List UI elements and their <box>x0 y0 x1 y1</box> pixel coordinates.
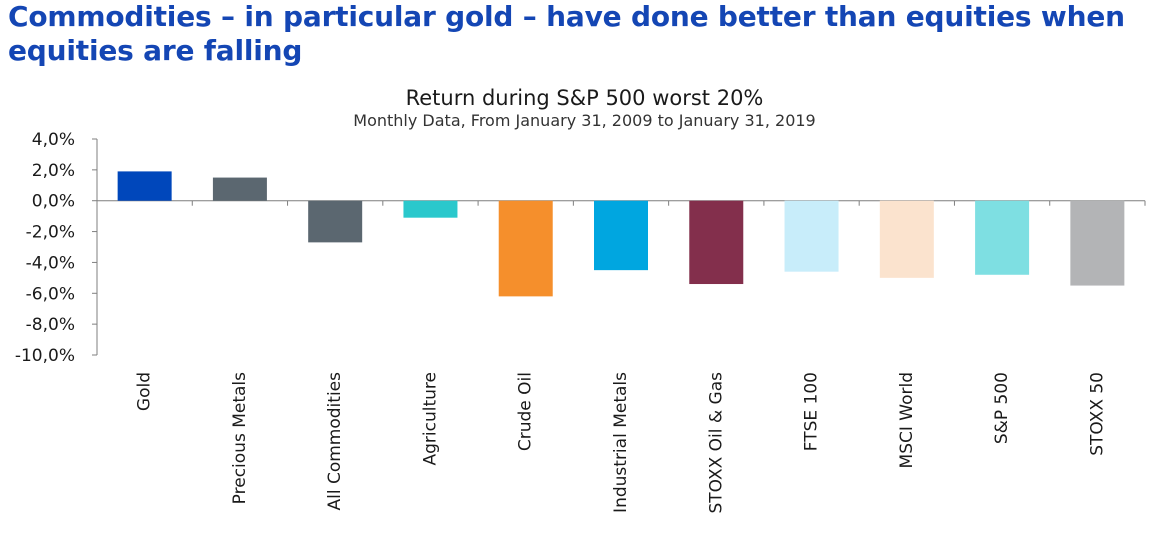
bar <box>784 200 839 272</box>
page-headline: Commodities – in particular gold – have … <box>8 0 1125 67</box>
category-label: Gold <box>135 372 155 411</box>
category-label: S&P 500 <box>992 372 1012 444</box>
category-label: Crude Oil <box>516 372 536 451</box>
bar <box>689 200 744 285</box>
bar <box>594 200 648 271</box>
y-tick-label: -6,0% <box>26 284 75 304</box>
bar <box>975 200 1030 275</box>
chart-subtitle: Monthly Data, From January 31, 2009 to J… <box>353 111 816 130</box>
bar <box>117 171 172 201</box>
y-tick-label: -2,0% <box>26 223 75 243</box>
bar <box>879 200 934 278</box>
bar <box>308 200 363 243</box>
y-tick-label: 0,0% <box>32 192 75 212</box>
bar <box>498 200 553 297</box>
y-tick-label: -10,0% <box>15 346 75 366</box>
category-label: FTSE 100 <box>802 372 822 451</box>
y-tick-label: -8,0% <box>26 315 75 335</box>
category-label: Industrial Metals <box>611 372 631 513</box>
category-label: STOXX Oil & Gas <box>706 372 726 514</box>
category-label: All Commodities <box>325 372 345 511</box>
category-labels: Gold Precious Metals All Commodities Agricu… <box>135 372 1108 514</box>
y-tick-label: 2,0% <box>32 161 75 181</box>
category-label: MSCI World <box>897 372 917 468</box>
y-tick-labels: 4,0% 2,0% 0,0% -2,0% -4,0% -6,0% -8,0% -10,0% <box>15 130 75 366</box>
y-tick-label: -4,0% <box>26 253 75 273</box>
chart-title: Return during S&P 500 worst 20% <box>405 86 764 110</box>
category-label: Agriculture <box>420 372 440 466</box>
category-label: STOXX 50 <box>1087 372 1107 456</box>
category-label: Precious Metals <box>230 372 250 504</box>
chart-bars <box>117 171 1125 297</box>
bar <box>212 177 267 201</box>
bar <box>403 200 458 218</box>
y-tick-label: 4,0% <box>32 130 75 150</box>
bar <box>1070 200 1125 286</box>
